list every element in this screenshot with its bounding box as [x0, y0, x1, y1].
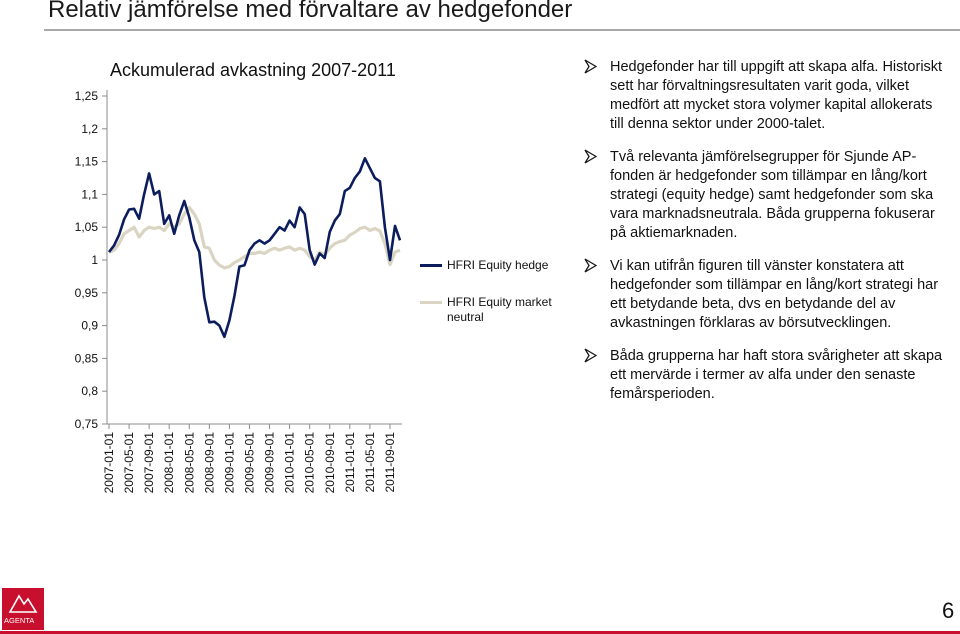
series-line-equity-hedge: [107, 157, 402, 339]
legend-swatch-market-neutral: [420, 301, 442, 304]
y-tick-label: 1,1: [81, 187, 98, 201]
bullet-item: Båda grupperna har haft stora svårighete…: [584, 347, 944, 404]
bullet-text: Två relevanta jämförelsegrupper för Sjun…: [610, 149, 935, 241]
x-tick-label: 2007-05-01: [122, 432, 136, 494]
title-divider: [44, 29, 960, 31]
arrow-bullet-icon: [584, 348, 597, 363]
logo-mark-icon: [8, 594, 38, 613]
legend-label-market-neutral-line2: neutral: [447, 310, 484, 324]
x-tick-label: 2010-01-01: [283, 432, 297, 494]
logo-text: AGENTA: [4, 616, 35, 625]
y-tick-label: 0,75: [75, 417, 99, 431]
arrow-bullet-icon: [584, 59, 597, 74]
x-tick-label: 2008-05-01: [182, 432, 196, 494]
legend-label-market-neutral: HFRI Equity market: [447, 295, 552, 309]
x-tick-label: 2011-09-01: [383, 432, 397, 493]
x-tick-label: 2009-05-01: [242, 432, 256, 494]
legend-label-equity-hedge: HFRI Equity hedge: [447, 258, 549, 272]
x-tick-label: 2011-05-01: [363, 432, 377, 493]
x-tick-label: 2009-01-01: [222, 432, 236, 494]
bullet-text: Hedgefonder har till uppgift att skapa a…: [610, 59, 943, 132]
y-tick-label: 1,15: [75, 155, 99, 169]
bullet-list: Hedgefonder har till uppgift att skapa a…: [584, 58, 944, 418]
y-tick-label: 0,85: [75, 351, 99, 365]
arrow-bullet-icon: [584, 149, 597, 164]
bullet-text: Båda grupperna har haft stora svårighete…: [610, 348, 943, 402]
footer-divider: [0, 631, 960, 634]
x-tick-label: 2008-01-01: [162, 432, 176, 494]
y-tick-label: 0,8: [81, 384, 98, 398]
bullet-item: Två relevanta jämförelsegrupper för Sjun…: [584, 148, 944, 243]
bullet-item: Hedgefonder har till uppgift att skapa a…: [584, 58, 944, 134]
bullet-text: Vi kan utifrån figuren till vänster kons…: [610, 258, 939, 331]
chart-title: Ackumulerad avkastning 2007-2011: [110, 60, 396, 80]
agenta-logo: [2, 588, 44, 630]
arrow-bullet-icon: [584, 258, 597, 273]
y-tick-label: 1,25: [75, 89, 99, 103]
x-tick-label: 2008-09-01: [202, 432, 216, 494]
y-tick-label: 0,95: [75, 286, 99, 300]
x-tick-label: 2010-05-01: [303, 432, 317, 494]
x-tick-label: 2011-01-01: [343, 432, 357, 493]
y-tick-label: 1: [91, 253, 98, 267]
legend-swatch-equity-hedge: [420, 264, 442, 267]
y-tick-label: 1,2: [81, 122, 98, 136]
x-tick-label: 2010-09-01: [323, 432, 337, 494]
series-line-market-neutral: [108, 205, 401, 270]
x-tick-label: 2007-09-01: [142, 432, 156, 494]
y-tick-label: 1,05: [75, 220, 99, 234]
bullet-item: Vi kan utifrån figuren till vänster kons…: [584, 257, 944, 333]
slide-title: Relativ jämförelse med förvaltare av hed…: [48, 0, 573, 23]
y-tick-label: 0,9: [81, 319, 98, 333]
page-number: 6: [942, 598, 955, 623]
x-tick-label: 2007-01-01: [102, 432, 116, 494]
x-tick-label: 2009-09-01: [263, 432, 277, 494]
